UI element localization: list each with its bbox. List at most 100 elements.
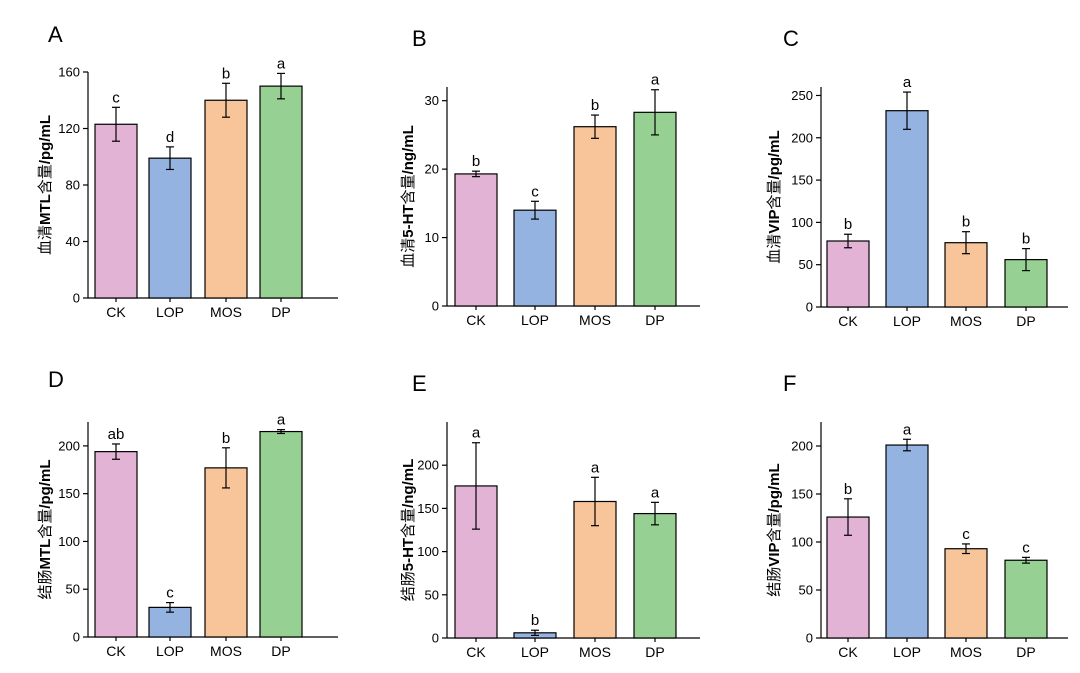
y-title-suffix: 含量 — [399, 508, 417, 538]
bar-lop — [513, 209, 557, 307]
y-axis-title: 结肠MTL含量/pg/mL — [36, 459, 54, 599]
y-tick-label: 250 — [791, 88, 813, 103]
x-category-label: LOP — [893, 313, 921, 329]
panel-letter: A — [48, 22, 63, 47]
significance-label: ab — [108, 426, 125, 443]
x-category-label: LOP — [893, 644, 921, 660]
significance-label: b — [844, 216, 852, 233]
y-tick-label: 200 — [791, 439, 813, 454]
x-category-label: LOP — [156, 643, 184, 659]
significance-label: a — [277, 55, 286, 72]
significance-label: d — [166, 129, 174, 146]
y-tick-label: 200 — [791, 130, 813, 145]
y-tick-label: 100 — [791, 215, 813, 230]
chart-panel-c: C 0 50 100 150 200 250 血清VIP含量/pg/mL b CK a LOP b MOS… — [765, 26, 1068, 329]
y-axis-title: 结肠VIP含量/pg/mL — [765, 463, 783, 596]
x-category-label: LOP — [521, 644, 549, 660]
y-tick-label: 0 — [73, 630, 80, 645]
y-title-prefix: 结肠 — [765, 567, 783, 597]
bar-mos — [204, 99, 248, 299]
y-title-prefix: 血清 — [765, 234, 783, 264]
y-title-unit: /pg/mL — [766, 463, 783, 512]
significance-label: c — [112, 89, 120, 106]
y-tick-label: 50 — [66, 582, 80, 597]
y-tick-label: 150 — [417, 501, 439, 516]
x-category-label: DP — [1016, 313, 1035, 329]
bar-dp — [633, 512, 677, 639]
bar-ck — [826, 240, 870, 308]
x-category-label: CK — [466, 644, 486, 660]
y-title-measure: 5-HT — [400, 204, 417, 237]
x-category-label: DP — [645, 644, 664, 660]
x-category-label: DP — [1016, 644, 1035, 660]
y-tick-label: 0 — [432, 299, 439, 314]
y-tick-label: 150 — [58, 486, 80, 501]
panel-letter: B — [412, 26, 427, 51]
x-category-label: MOS — [950, 313, 982, 329]
y-tick-label: 80 — [66, 178, 80, 193]
significance-label: b — [962, 214, 970, 231]
x-category-label: MOS — [210, 643, 242, 659]
y-title-suffix: 含量 — [36, 509, 54, 539]
significance-label: c — [962, 526, 970, 543]
y-tick-label: 20 — [425, 162, 439, 177]
bar-lop — [885, 444, 929, 639]
y-title-suffix: 含量 — [765, 512, 783, 542]
y-title-unit: /pg/mL — [37, 459, 54, 508]
x-category-label: MOS — [210, 304, 242, 320]
y-axis-title: 血清5-HT含量/ng/mL — [399, 125, 417, 268]
y-title-prefix: 结肠 — [399, 571, 417, 601]
y-axis-title: 血清MTL含量/pg/mL — [36, 115, 54, 255]
x-category-label: CK — [106, 643, 126, 659]
bar-dp — [259, 85, 303, 299]
bar-dp — [1004, 259, 1048, 308]
significance-label: b — [844, 481, 852, 498]
y-title-measure: MTL — [37, 539, 54, 570]
chart-panel-d: D 0 50 100 150 200 结肠MTL含量/pg/mL ab CK c LOP b MOS a D… — [36, 367, 338, 659]
significance-label: b — [472, 153, 480, 170]
significance-label: a — [903, 421, 912, 438]
significance-label: c — [166, 585, 174, 602]
y-tick-label: 0 — [432, 631, 439, 646]
bar-lop — [885, 110, 929, 308]
y-tick-label: 40 — [66, 234, 80, 249]
significance-label: c — [531, 183, 539, 200]
significance-label: a — [472, 425, 481, 442]
y-tick-label: 10 — [425, 230, 439, 245]
significance-label: a — [903, 74, 912, 91]
x-category-label: DP — [271, 304, 290, 320]
y-title-unit: /ng/mL — [400, 459, 417, 508]
x-category-label: DP — [645, 312, 664, 328]
y-tick-label: 200 — [417, 458, 439, 473]
significance-label: b — [222, 65, 230, 82]
y-tick-label: 50 — [425, 587, 439, 602]
bar-mos — [944, 548, 988, 639]
significance-label: a — [651, 72, 660, 89]
x-category-label: LOP — [521, 312, 549, 328]
y-tick-label: 120 — [58, 121, 80, 136]
x-category-label: CK — [106, 304, 126, 320]
x-category-label: DP — [271, 643, 290, 659]
bar-ck — [454, 173, 498, 307]
y-title-unit: /ng/mL — [400, 125, 417, 174]
y-tick-label: 100 — [791, 535, 813, 550]
panel-letter: F — [783, 371, 796, 396]
y-title-measure: MTL — [37, 194, 54, 225]
chart-panel-f: F 0 50 100 150 200 结肠VIP含量/pg/mL b CK a LOP c MOS c DP — [765, 371, 1068, 660]
panel-letter: C — [783, 26, 799, 51]
y-title-suffix: 含量 — [399, 174, 417, 204]
panel-letter: D — [48, 367, 64, 392]
y-tick-label: 150 — [791, 487, 813, 502]
bar-ck — [94, 123, 138, 299]
chart-panel-e: E050100150200结肠5-HT含量/ng/mLaCKbLOPaMOSaD… — [399, 371, 700, 660]
bar-lop — [148, 157, 192, 299]
y-title-measure: 5-HT — [400, 538, 417, 571]
bar-ck — [94, 451, 138, 638]
significance-label: b — [1022, 231, 1030, 248]
y-title-prefix: 结肠 — [36, 570, 54, 600]
y-title-measure: VIP — [766, 209, 783, 233]
significance-label: a — [277, 412, 286, 429]
bar-dp — [259, 430, 303, 638]
significance-label: c — [1022, 539, 1030, 556]
